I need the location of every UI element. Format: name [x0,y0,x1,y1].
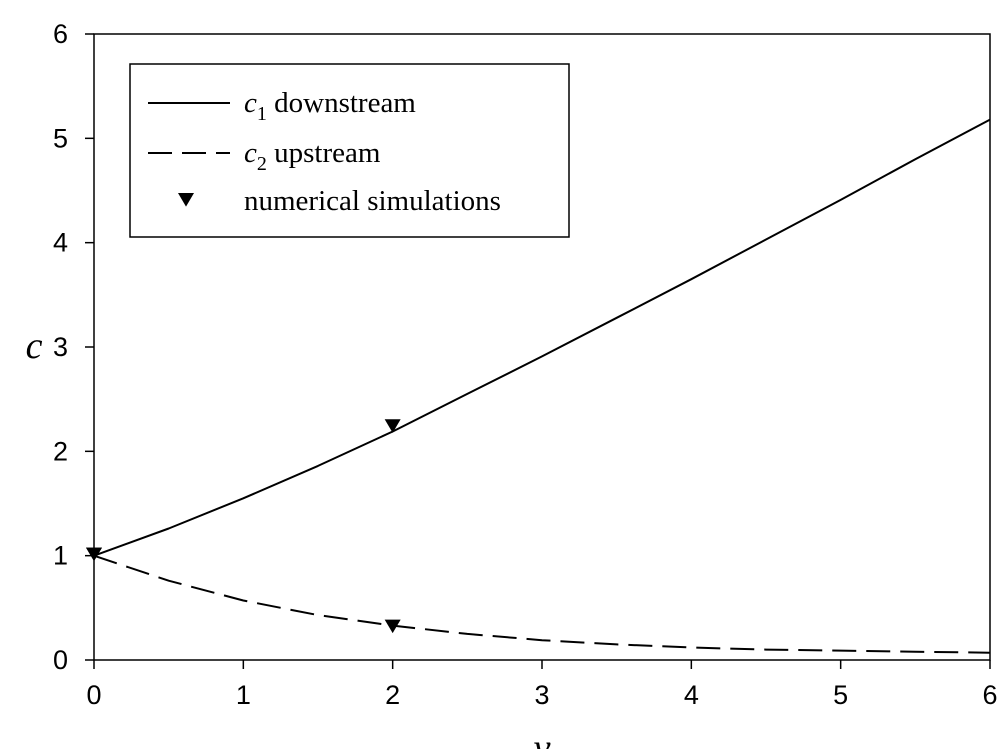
y-tick-label: 0 [53,645,68,675]
x-tick-label: 5 [833,680,848,710]
x-tick-label: 0 [86,680,101,710]
y-tick-label: 6 [53,19,68,49]
series-line-2 [93,554,991,654]
x-tick-label: 2 [385,680,400,710]
y-tick-label: 4 [53,228,68,258]
y-tick-label: 2 [53,436,68,466]
x-axis: 0 1 2 3 4 5 6 [86,660,998,710]
x-tick-label: 4 [684,680,699,710]
x-tick-label: 1 [236,680,251,710]
y-tick-label: 5 [53,123,68,153]
legend-swatch-3 [178,193,194,207]
y-tick-label: 1 [53,541,68,571]
series-line-1 [93,118,991,557]
legend-box [129,63,570,238]
x-axis-title: v [534,727,551,749]
y-axis: 0 1 2 3 4 5 6 [53,19,94,675]
y-tick-label: 3 [53,332,68,362]
x-tick-label: 3 [534,680,549,710]
legend: c1 downstream c2 upstream numerical simula… [129,63,570,238]
simulation-point [384,619,401,634]
legend-label-3: numerical simulations [244,185,501,217]
legend-label-2: c2 upstream [244,137,381,175]
plot-marks [86,118,991,654]
simulation-point [384,419,401,433]
y-axis-title: c [26,325,43,367]
legend-label-1: c1 downstream [244,87,416,125]
x-tick-label: 6 [982,680,997,710]
